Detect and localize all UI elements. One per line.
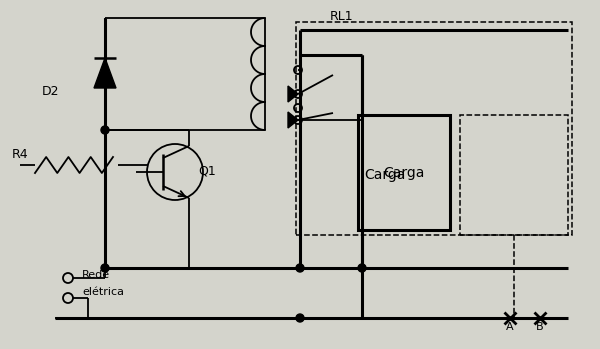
Circle shape <box>101 264 109 272</box>
Text: RL1: RL1 <box>330 10 353 23</box>
Text: A: A <box>506 322 514 332</box>
Polygon shape <box>94 58 116 88</box>
Circle shape <box>101 126 109 134</box>
Polygon shape <box>288 112 298 128</box>
Polygon shape <box>288 86 298 102</box>
Circle shape <box>358 264 366 272</box>
Text: elétrica: elétrica <box>82 287 124 297</box>
Text: D2: D2 <box>42 85 59 98</box>
Text: Q1: Q1 <box>198 164 216 177</box>
Text: Carga: Carga <box>383 165 425 179</box>
Text: R4: R4 <box>12 148 29 161</box>
Circle shape <box>296 264 304 272</box>
Bar <box>358 115 450 230</box>
Text: Carga: Carga <box>364 168 406 182</box>
Text: Rede: Rede <box>82 270 110 280</box>
Circle shape <box>296 314 304 322</box>
Text: B: B <box>536 322 544 332</box>
